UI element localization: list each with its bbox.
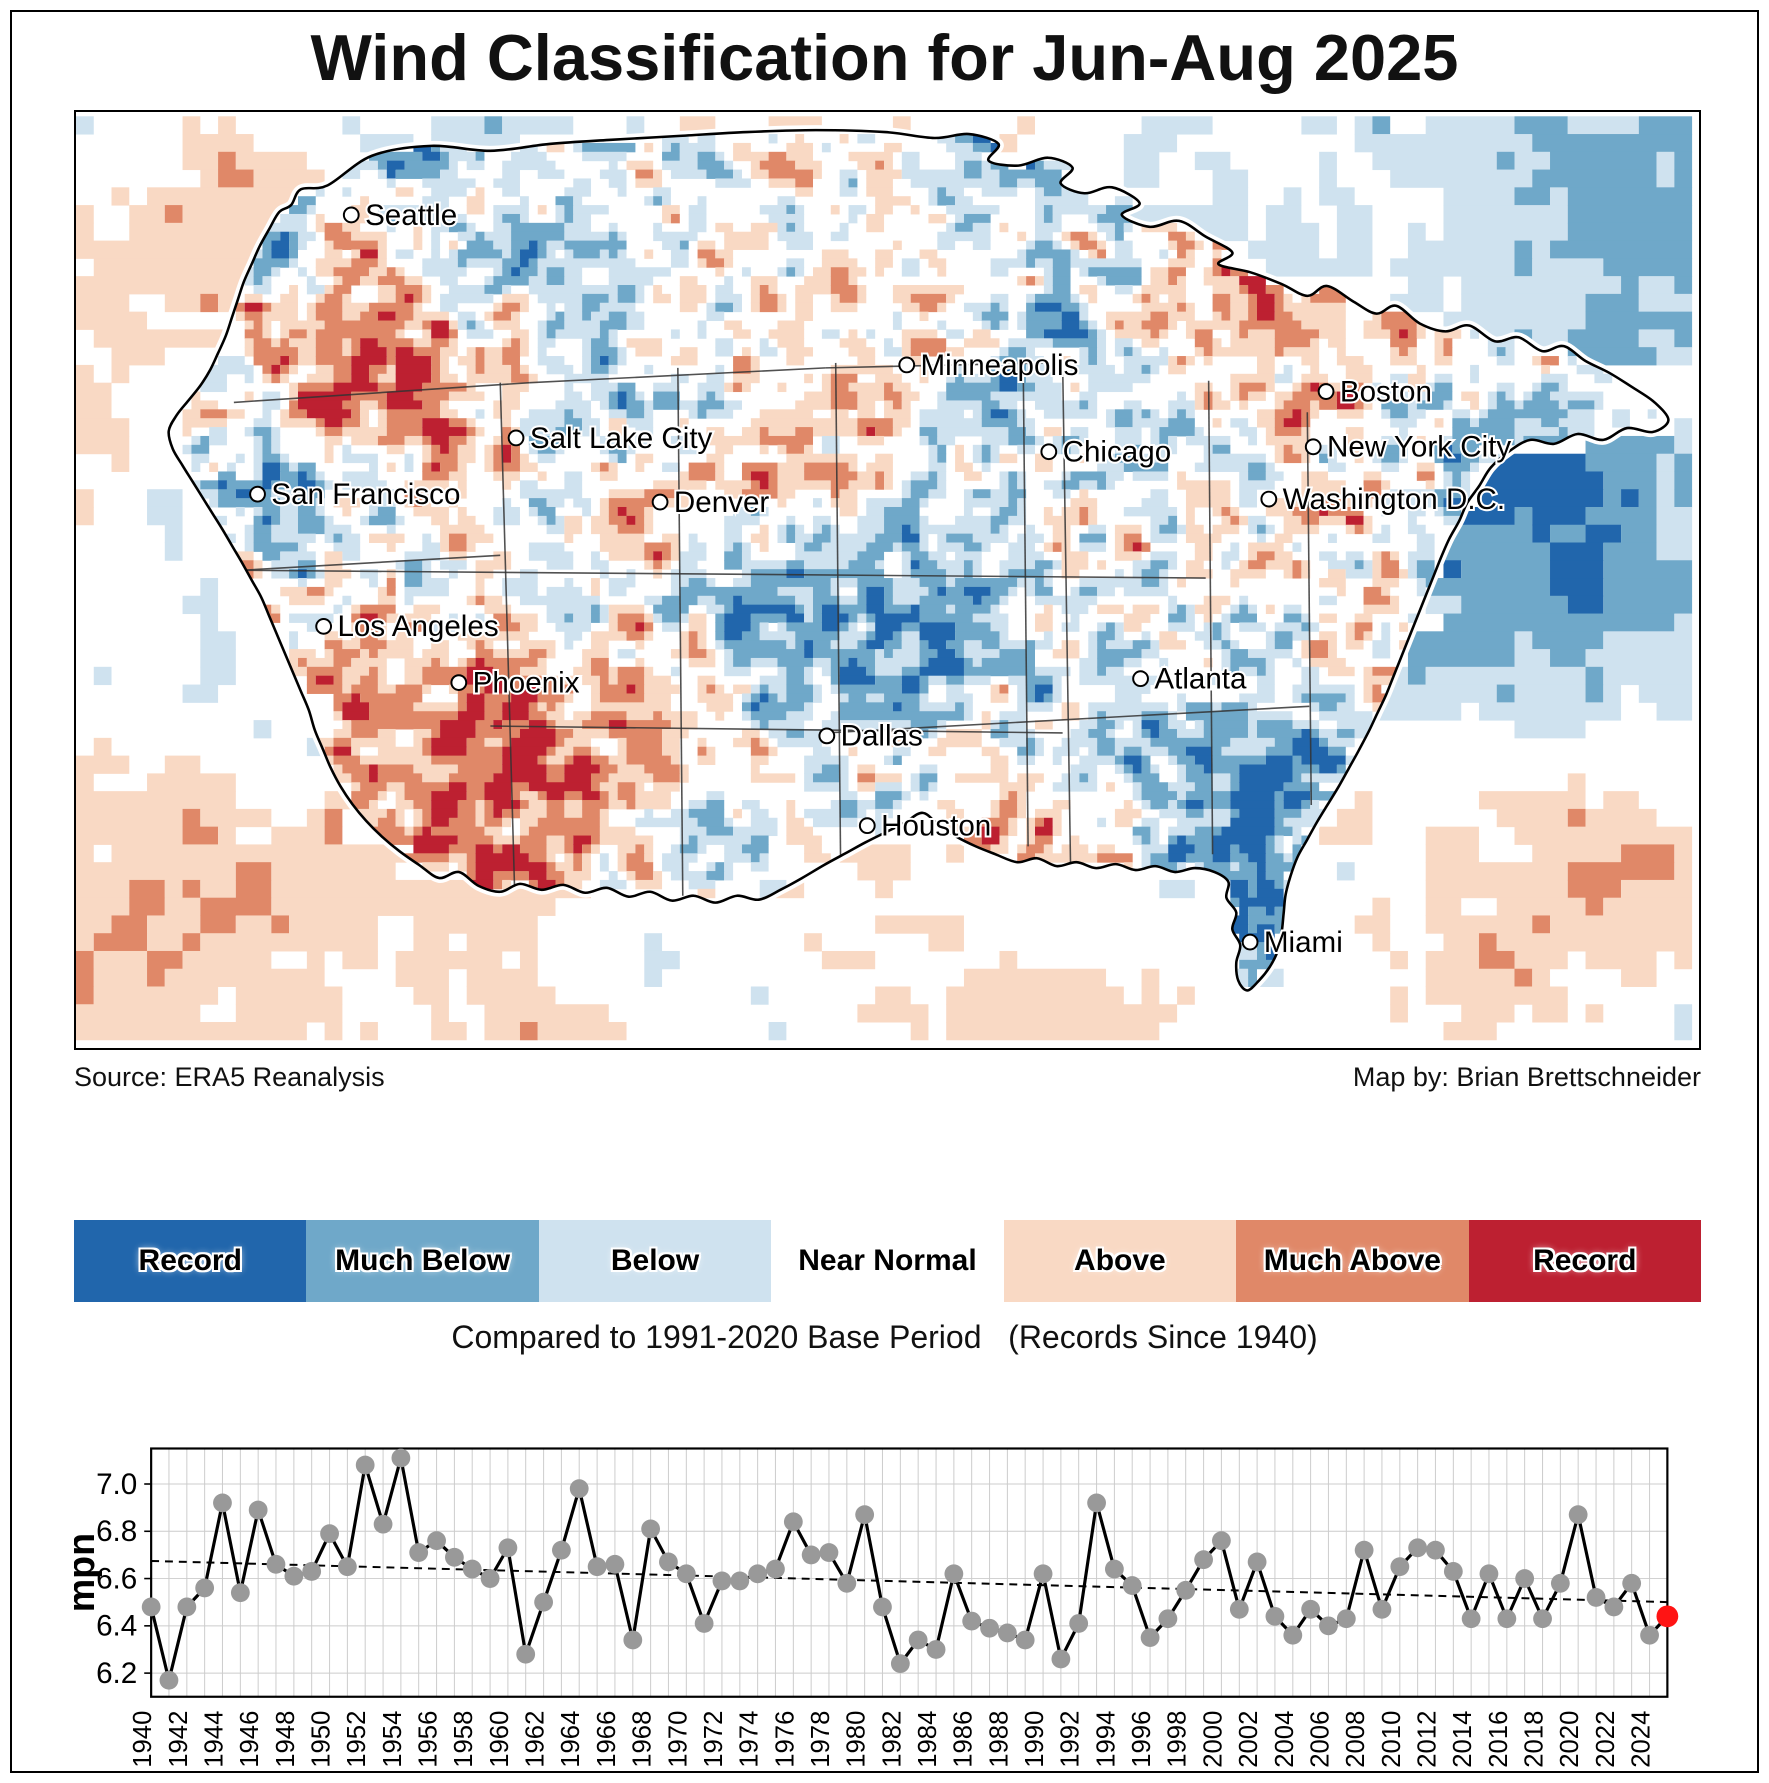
svg-text:Phoenix: Phoenix (473, 666, 580, 699)
svg-text:6.8: 6.8 (96, 1515, 137, 1548)
svg-text:Salt Lake City: Salt Lake City (530, 422, 713, 455)
svg-text:7.0: 7.0 (96, 1468, 137, 1501)
svg-text:2000: 2000 (1199, 1711, 1227, 1768)
svg-text:1978: 1978 (807, 1711, 835, 1768)
svg-text:6.4: 6.4 (96, 1610, 137, 1643)
svg-text:2024: 2024 (1628, 1711, 1656, 1768)
svg-text:1972: 1972 (700, 1711, 728, 1768)
svg-text:1970: 1970 (664, 1711, 692, 1768)
svg-text:Denver: Denver (674, 486, 769, 519)
svg-text:1940: 1940 (129, 1711, 157, 1768)
svg-text:1962: 1962 (522, 1711, 550, 1768)
svg-text:1952: 1952 (343, 1711, 371, 1768)
svg-text:1976: 1976 (771, 1711, 799, 1768)
svg-text:2014: 2014 (1449, 1711, 1477, 1768)
svg-text:Chicago: Chicago (1063, 436, 1172, 469)
svg-text:6.6: 6.6 (96, 1562, 137, 1595)
svg-text:1942: 1942 (165, 1711, 193, 1768)
svg-text:Washington D.C.: Washington D.C. (1283, 483, 1505, 516)
svg-text:1944: 1944 (200, 1711, 228, 1768)
svg-text:San Francisco: San Francisco (271, 478, 460, 511)
svg-text:1946: 1946 (236, 1711, 264, 1768)
svg-text:Miami: Miami (1264, 926, 1343, 959)
svg-text:2022: 2022 (1592, 1711, 1620, 1768)
svg-text:2008: 2008 (1342, 1711, 1370, 1768)
svg-text:6.2: 6.2 (96, 1657, 137, 1690)
svg-text:Houston: Houston (881, 810, 991, 843)
svg-text:2012: 2012 (1413, 1711, 1441, 1768)
svg-text:1958: 1958 (450, 1711, 478, 1768)
svg-text:2004: 2004 (1271, 1711, 1299, 1768)
svg-text:1996: 1996 (1128, 1711, 1156, 1768)
svg-text:2002: 2002 (1235, 1711, 1263, 1768)
svg-text:1986: 1986 (950, 1711, 978, 1768)
svg-text:2016: 2016 (1485, 1711, 1513, 1768)
svg-text:2020: 2020 (1556, 1711, 1584, 1768)
svg-text:1964: 1964 (557, 1711, 585, 1768)
svg-text:1968: 1968 (629, 1711, 657, 1768)
svg-text:1984: 1984 (914, 1711, 942, 1768)
svg-text:1966: 1966 (593, 1711, 621, 1768)
svg-text:1998: 1998 (1164, 1711, 1192, 1768)
svg-text:Minneapolis: Minneapolis (921, 349, 1079, 382)
svg-text:1988: 1988 (985, 1711, 1013, 1768)
svg-text:1960: 1960 (486, 1711, 514, 1768)
svg-text:1994: 1994 (1092, 1711, 1120, 1768)
svg-text:1980: 1980 (843, 1711, 871, 1768)
svg-text:Seattle: Seattle (365, 199, 457, 232)
svg-text:1956: 1956 (415, 1711, 443, 1768)
svg-text:1954: 1954 (379, 1711, 407, 1768)
svg-text:2006: 2006 (1306, 1711, 1334, 1768)
svg-text:New York City: New York City (1327, 431, 1511, 464)
svg-text:mph: mph (74, 1533, 102, 1612)
svg-text:2010: 2010 (1378, 1711, 1406, 1768)
svg-text:2018: 2018 (1521, 1711, 1549, 1768)
svg-text:Dallas: Dallas (841, 720, 923, 753)
svg-text:1950: 1950 (308, 1711, 336, 1768)
svg-text:Los Angeles: Los Angeles (337, 610, 498, 643)
svg-text:1990: 1990 (1021, 1711, 1049, 1768)
svg-text:Boston: Boston (1340, 375, 1432, 408)
svg-text:1982: 1982 (878, 1711, 906, 1768)
svg-text:1974: 1974 (736, 1711, 764, 1768)
svg-text:1992: 1992 (1057, 1711, 1085, 1768)
svg-text:Atlanta: Atlanta (1154, 663, 1247, 696)
svg-text:1948: 1948 (272, 1711, 300, 1768)
